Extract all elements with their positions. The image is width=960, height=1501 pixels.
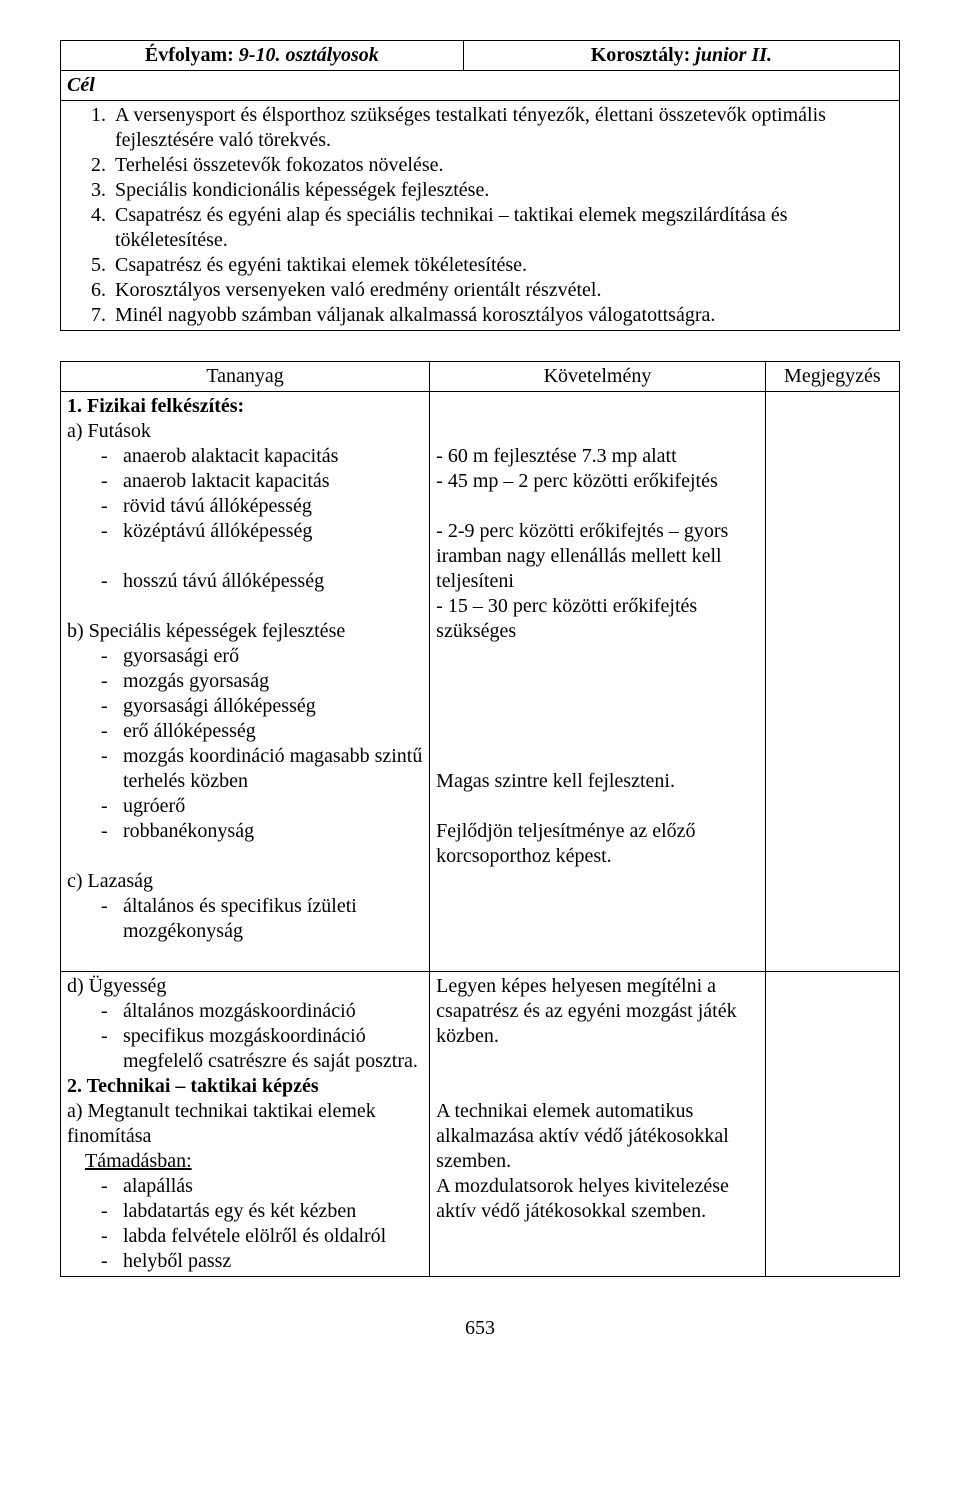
col-header-tananyag: Tananyag [61, 362, 430, 392]
list-item: mozgás gyorsaság [67, 669, 423, 694]
subsection-c-label: c) Lazaság [67, 869, 423, 894]
list-item: általános és specifikus ízületi mozgékon… [67, 894, 423, 944]
blank-line [436, 419, 759, 444]
section-2-title: 2. Technikai – taktikai képzés [67, 1074, 423, 1099]
kovetelmeny-cell-1: - 60 m fejlesztése 7.3 mp alatt - 45 mp … [430, 392, 766, 972]
req-text: - 45 mp – 2 perc közötti erőkifejtés [436, 469, 759, 494]
goal-item: Csapatrész és egyéni alap és speciális t… [111, 203, 893, 253]
req-text: Magas szintre kell fejleszteni. [436, 769, 759, 794]
grade-value: 9-10. osztályosok [234, 44, 379, 66]
list-item: anaerob laktacit kapacitás [67, 469, 423, 494]
cel-cell: Cél [61, 71, 900, 101]
blank-line [67, 944, 423, 969]
age-cell: Korosztály: junior II. [463, 41, 899, 71]
section-1-title: 1. Fizikai felkészítés: [67, 394, 423, 419]
cel-label: Cél [67, 74, 95, 96]
content-row-2: d) Ügyesség általános mozgáskoordináció … [61, 972, 900, 1277]
blank-line [436, 719, 759, 744]
goal-item: Speciális kondicionális képességek fejle… [111, 178, 893, 203]
list-item: specifikus mozgáskoordináció megfelelő c… [67, 1024, 423, 1074]
blank-line [436, 744, 759, 769]
subsection-a-label: a) Futások [67, 419, 423, 444]
blank-line [436, 1049, 759, 1074]
goal-item: Csapatrész és egyéni taktikai elemek tök… [111, 253, 893, 278]
blank-line [436, 494, 759, 519]
list-item: erő állóképesség [67, 719, 423, 744]
blank-line [67, 544, 423, 569]
blank-line [436, 644, 759, 669]
goal-item: Korosztályos versenyeken való eredmény o… [111, 278, 893, 303]
megjegyzes-cell-2 [765, 972, 899, 1277]
age-label: Korosztály: [591, 44, 691, 66]
grade-label: Évfolyam: [145, 44, 234, 66]
list-item: ugróerő [67, 794, 423, 819]
tamadasban-label: Támadásban: [67, 1149, 423, 1174]
list-item: alapállás [67, 1174, 423, 1199]
req-text: - 60 m fejlesztése 7.3 mp alatt [436, 444, 759, 469]
blank-line [67, 594, 423, 619]
subsection-2a-label: a) Megtanult technikai taktikai elemek f… [67, 1099, 423, 1149]
goals-row: A versenysport és élsporthoz szükséges t… [61, 101, 900, 331]
req-text: A technikai elemek automatikus alkalmazá… [436, 1099, 759, 1174]
blank-line [436, 669, 759, 694]
goals-cell: A versenysport és élsporthoz szükséges t… [61, 101, 900, 331]
content-table: Tananyag Követelmény Megjegyzés 1. Fizik… [60, 361, 900, 1277]
list-item: mozgás koordináció magasabb szintű terhe… [67, 744, 423, 794]
list-item: robbanékonyság [67, 819, 423, 844]
grade-cell: Évfolyam: 9-10. osztályosok [61, 41, 464, 71]
list-item: anaerob alaktacit kapacitás [67, 444, 423, 469]
list-item: labda felvétele elölről és oldalról [67, 1224, 423, 1249]
header-table: Évfolyam: 9-10. osztályosok Korosztály: … [60, 40, 900, 331]
header-row: Évfolyam: 9-10. osztályosok Korosztály: … [61, 41, 900, 71]
req-text: - 15 – 30 perc közötti erőkifejtés szüks… [436, 594, 759, 644]
goals-list: A versenysport és élsporthoz szükséges t… [67, 103, 893, 328]
goal-item: Minél nagyobb számban váljanak alkalmass… [111, 303, 893, 328]
blank-line [436, 694, 759, 719]
content-header-row: Tananyag Követelmény Megjegyzés [61, 362, 900, 392]
req-text: A mozdulatsorok helyes kivitelezése aktí… [436, 1174, 759, 1224]
tananyag-cell-2: d) Ügyesség általános mozgáskoordináció … [61, 972, 430, 1277]
content-row-1: 1. Fizikai felkészítés: a) Futások anaer… [61, 392, 900, 972]
cel-row: Cél [61, 71, 900, 101]
megjegyzes-cell-1 [765, 392, 899, 972]
list-item: rövid távú állóképesség [67, 494, 423, 519]
list-item: gyorsasági erő [67, 644, 423, 669]
kovetelmeny-cell-2: Legyen képes helyesen megítélni a csapat… [430, 972, 766, 1277]
tananyag-cell-1: 1. Fizikai felkészítés: a) Futások anaer… [61, 392, 430, 972]
req-text: Legyen képes helyesen megítélni a csapat… [436, 974, 759, 1049]
blank-line [436, 394, 759, 419]
b-list: gyorsasági erő mozgás gyorsaság gyorsasá… [67, 644, 423, 844]
subsection-d-label: d) Ügyesség [67, 974, 423, 999]
req-text: Fejlődjön teljesítménye az előző korcsop… [436, 819, 759, 869]
list-item: középtávú állóképesség [67, 519, 423, 544]
blank-line [436, 1074, 759, 1099]
goal-item: Terhelési összetevők fokozatos növelése. [111, 153, 893, 178]
blank-line [436, 794, 759, 819]
goal-item: A versenysport és élsporthoz szükséges t… [111, 103, 893, 153]
d-list: általános mozgáskoordináció specifikus m… [67, 999, 423, 1074]
a-list: anaerob alaktacit kapacitás anaerob lakt… [67, 444, 423, 544]
blank-line [67, 844, 423, 869]
spacer [60, 331, 900, 361]
req-text: - 2-9 perc közötti erőkifejtés – gyors i… [436, 519, 759, 594]
col-header-kovetelmeny: Követelmény [430, 362, 766, 392]
list-item: általános mozgáskoordináció [67, 999, 423, 1024]
tamad-list: alapállás labdatartás egy és két kézben … [67, 1174, 423, 1274]
page-number: 653 [60, 1317, 900, 1340]
list-item: helyből passz [67, 1249, 423, 1274]
age-value: junior II. [690, 44, 772, 66]
list-item: labdatartás egy és két kézben [67, 1199, 423, 1224]
list-item: gyorsasági állóképesség [67, 694, 423, 719]
list-item: hosszú távú állóképesség [67, 569, 423, 594]
subsection-b-label: b) Speciális képességek fejlesztése [67, 619, 423, 644]
a-list-2: hosszú távú állóképesség [67, 569, 423, 594]
col-header-megjegyzes: Megjegyzés [765, 362, 899, 392]
c-list: általános és specifikus ízületi mozgékon… [67, 894, 423, 944]
